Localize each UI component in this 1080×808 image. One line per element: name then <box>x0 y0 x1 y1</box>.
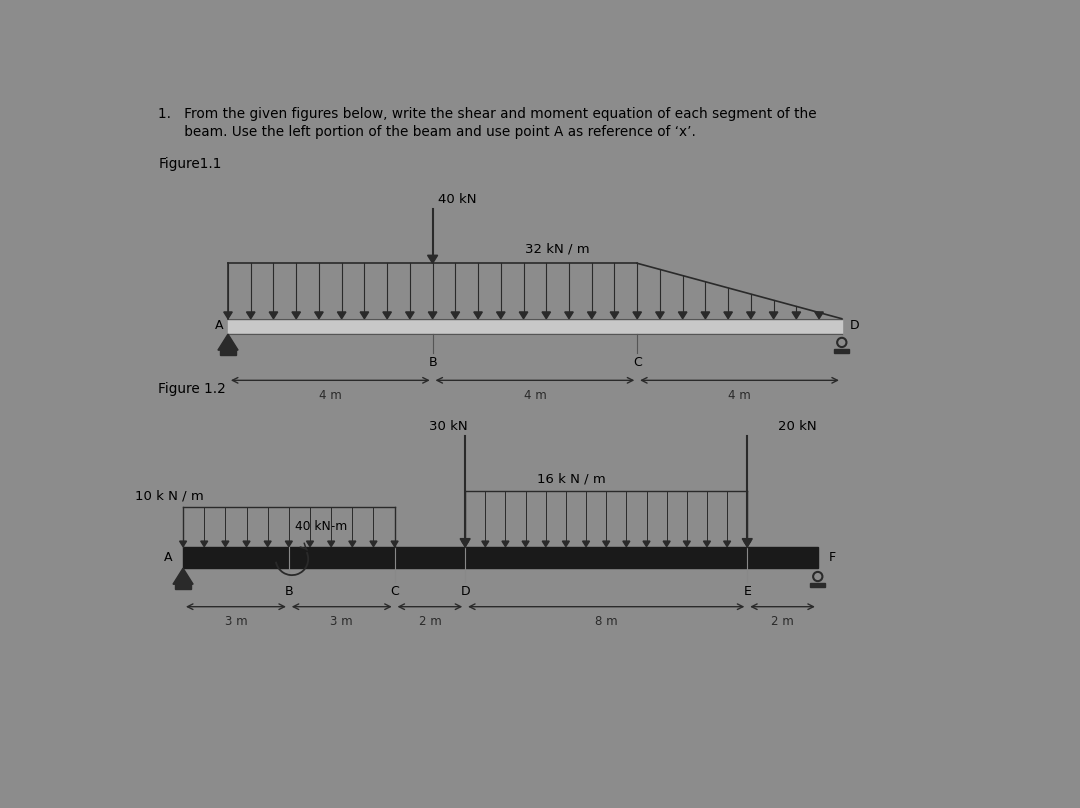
Text: E: E <box>743 585 752 598</box>
Text: A: A <box>215 319 224 332</box>
Bar <box>183 547 818 568</box>
Polygon shape <box>746 312 755 318</box>
Polygon shape <box>285 541 293 547</box>
Text: 4 m: 4 m <box>524 389 546 402</box>
Text: 40 kN: 40 kN <box>438 193 476 206</box>
Polygon shape <box>703 541 711 547</box>
Polygon shape <box>678 312 687 318</box>
Text: 30 kN: 30 kN <box>429 419 468 432</box>
Polygon shape <box>684 541 690 547</box>
Text: Figure 1.2: Figure 1.2 <box>159 382 226 396</box>
Polygon shape <box>292 312 300 318</box>
Text: F: F <box>828 551 836 564</box>
Text: 8 m: 8 m <box>595 615 618 628</box>
Polygon shape <box>565 312 573 318</box>
Bar <box>835 349 849 353</box>
Text: Figure1.1: Figure1.1 <box>159 157 221 171</box>
Polygon shape <box>701 312 710 318</box>
Text: 40 kN-m: 40 kN-m <box>295 520 348 532</box>
Polygon shape <box>337 312 346 318</box>
Text: 32 kN / m: 32 kN / m <box>525 242 590 255</box>
Polygon shape <box>792 312 800 318</box>
Polygon shape <box>482 541 489 547</box>
Polygon shape <box>563 541 569 547</box>
Text: 4 m: 4 m <box>728 389 751 402</box>
Polygon shape <box>349 541 355 547</box>
Polygon shape <box>769 312 778 318</box>
Text: 16 k N / m: 16 k N / m <box>537 472 605 485</box>
Text: 2 m: 2 m <box>771 615 794 628</box>
Polygon shape <box>391 541 399 547</box>
Text: C: C <box>390 585 399 598</box>
Polygon shape <box>269 312 278 318</box>
Polygon shape <box>724 541 730 547</box>
Polygon shape <box>542 312 551 318</box>
Polygon shape <box>406 312 414 318</box>
Polygon shape <box>643 541 650 547</box>
Polygon shape <box>201 541 207 547</box>
Polygon shape <box>656 312 664 318</box>
Polygon shape <box>542 541 550 547</box>
Polygon shape <box>814 312 823 318</box>
Polygon shape <box>428 255 437 263</box>
Polygon shape <box>314 312 323 318</box>
Text: beam. Use the left portion of the beam and use point A as reference of ‘x’.: beam. Use the left portion of the beam a… <box>159 124 697 139</box>
Polygon shape <box>603 541 610 547</box>
Polygon shape <box>246 312 255 318</box>
Text: 3 m: 3 m <box>330 615 353 628</box>
Polygon shape <box>742 539 753 547</box>
Text: 3 m: 3 m <box>225 615 247 628</box>
Text: 2 m: 2 m <box>419 615 442 628</box>
Polygon shape <box>243 541 249 547</box>
Text: 1.   From the given figures below, write the shear and moment equation of each s: 1. From the given figures below, write t… <box>159 107 816 121</box>
Text: 20 kN: 20 kN <box>779 419 816 432</box>
Bar <box>228 318 841 335</box>
Text: D: D <box>460 585 470 598</box>
Polygon shape <box>461 541 469 547</box>
Text: 4 m: 4 m <box>319 389 341 402</box>
Polygon shape <box>460 539 470 547</box>
Polygon shape <box>370 541 377 547</box>
Polygon shape <box>474 312 483 318</box>
Polygon shape <box>429 312 437 318</box>
Polygon shape <box>173 568 193 584</box>
Polygon shape <box>383 312 391 318</box>
Polygon shape <box>221 541 229 547</box>
Text: 10 k N / m: 10 k N / m <box>135 490 204 503</box>
Text: B: B <box>429 356 437 368</box>
Polygon shape <box>327 541 335 547</box>
Bar <box>220 350 237 355</box>
Text: D: D <box>850 319 860 332</box>
Polygon shape <box>451 312 460 318</box>
Polygon shape <box>633 312 642 318</box>
Polygon shape <box>307 541 313 547</box>
Polygon shape <box>522 541 529 547</box>
Polygon shape <box>179 541 187 547</box>
Polygon shape <box>502 541 509 547</box>
Polygon shape <box>744 541 751 547</box>
Polygon shape <box>497 312 505 318</box>
Polygon shape <box>610 312 619 318</box>
Polygon shape <box>360 312 368 318</box>
Bar <box>175 584 191 589</box>
Polygon shape <box>265 541 271 547</box>
Polygon shape <box>224 312 232 318</box>
Polygon shape <box>623 541 630 547</box>
Polygon shape <box>724 312 732 318</box>
Text: A: A <box>164 551 172 564</box>
Polygon shape <box>519 312 528 318</box>
Polygon shape <box>588 312 596 318</box>
Polygon shape <box>582 541 590 547</box>
Polygon shape <box>663 541 670 547</box>
Text: B: B <box>284 585 293 598</box>
Bar <box>810 583 825 587</box>
Polygon shape <box>218 335 238 350</box>
Text: C: C <box>633 356 642 368</box>
